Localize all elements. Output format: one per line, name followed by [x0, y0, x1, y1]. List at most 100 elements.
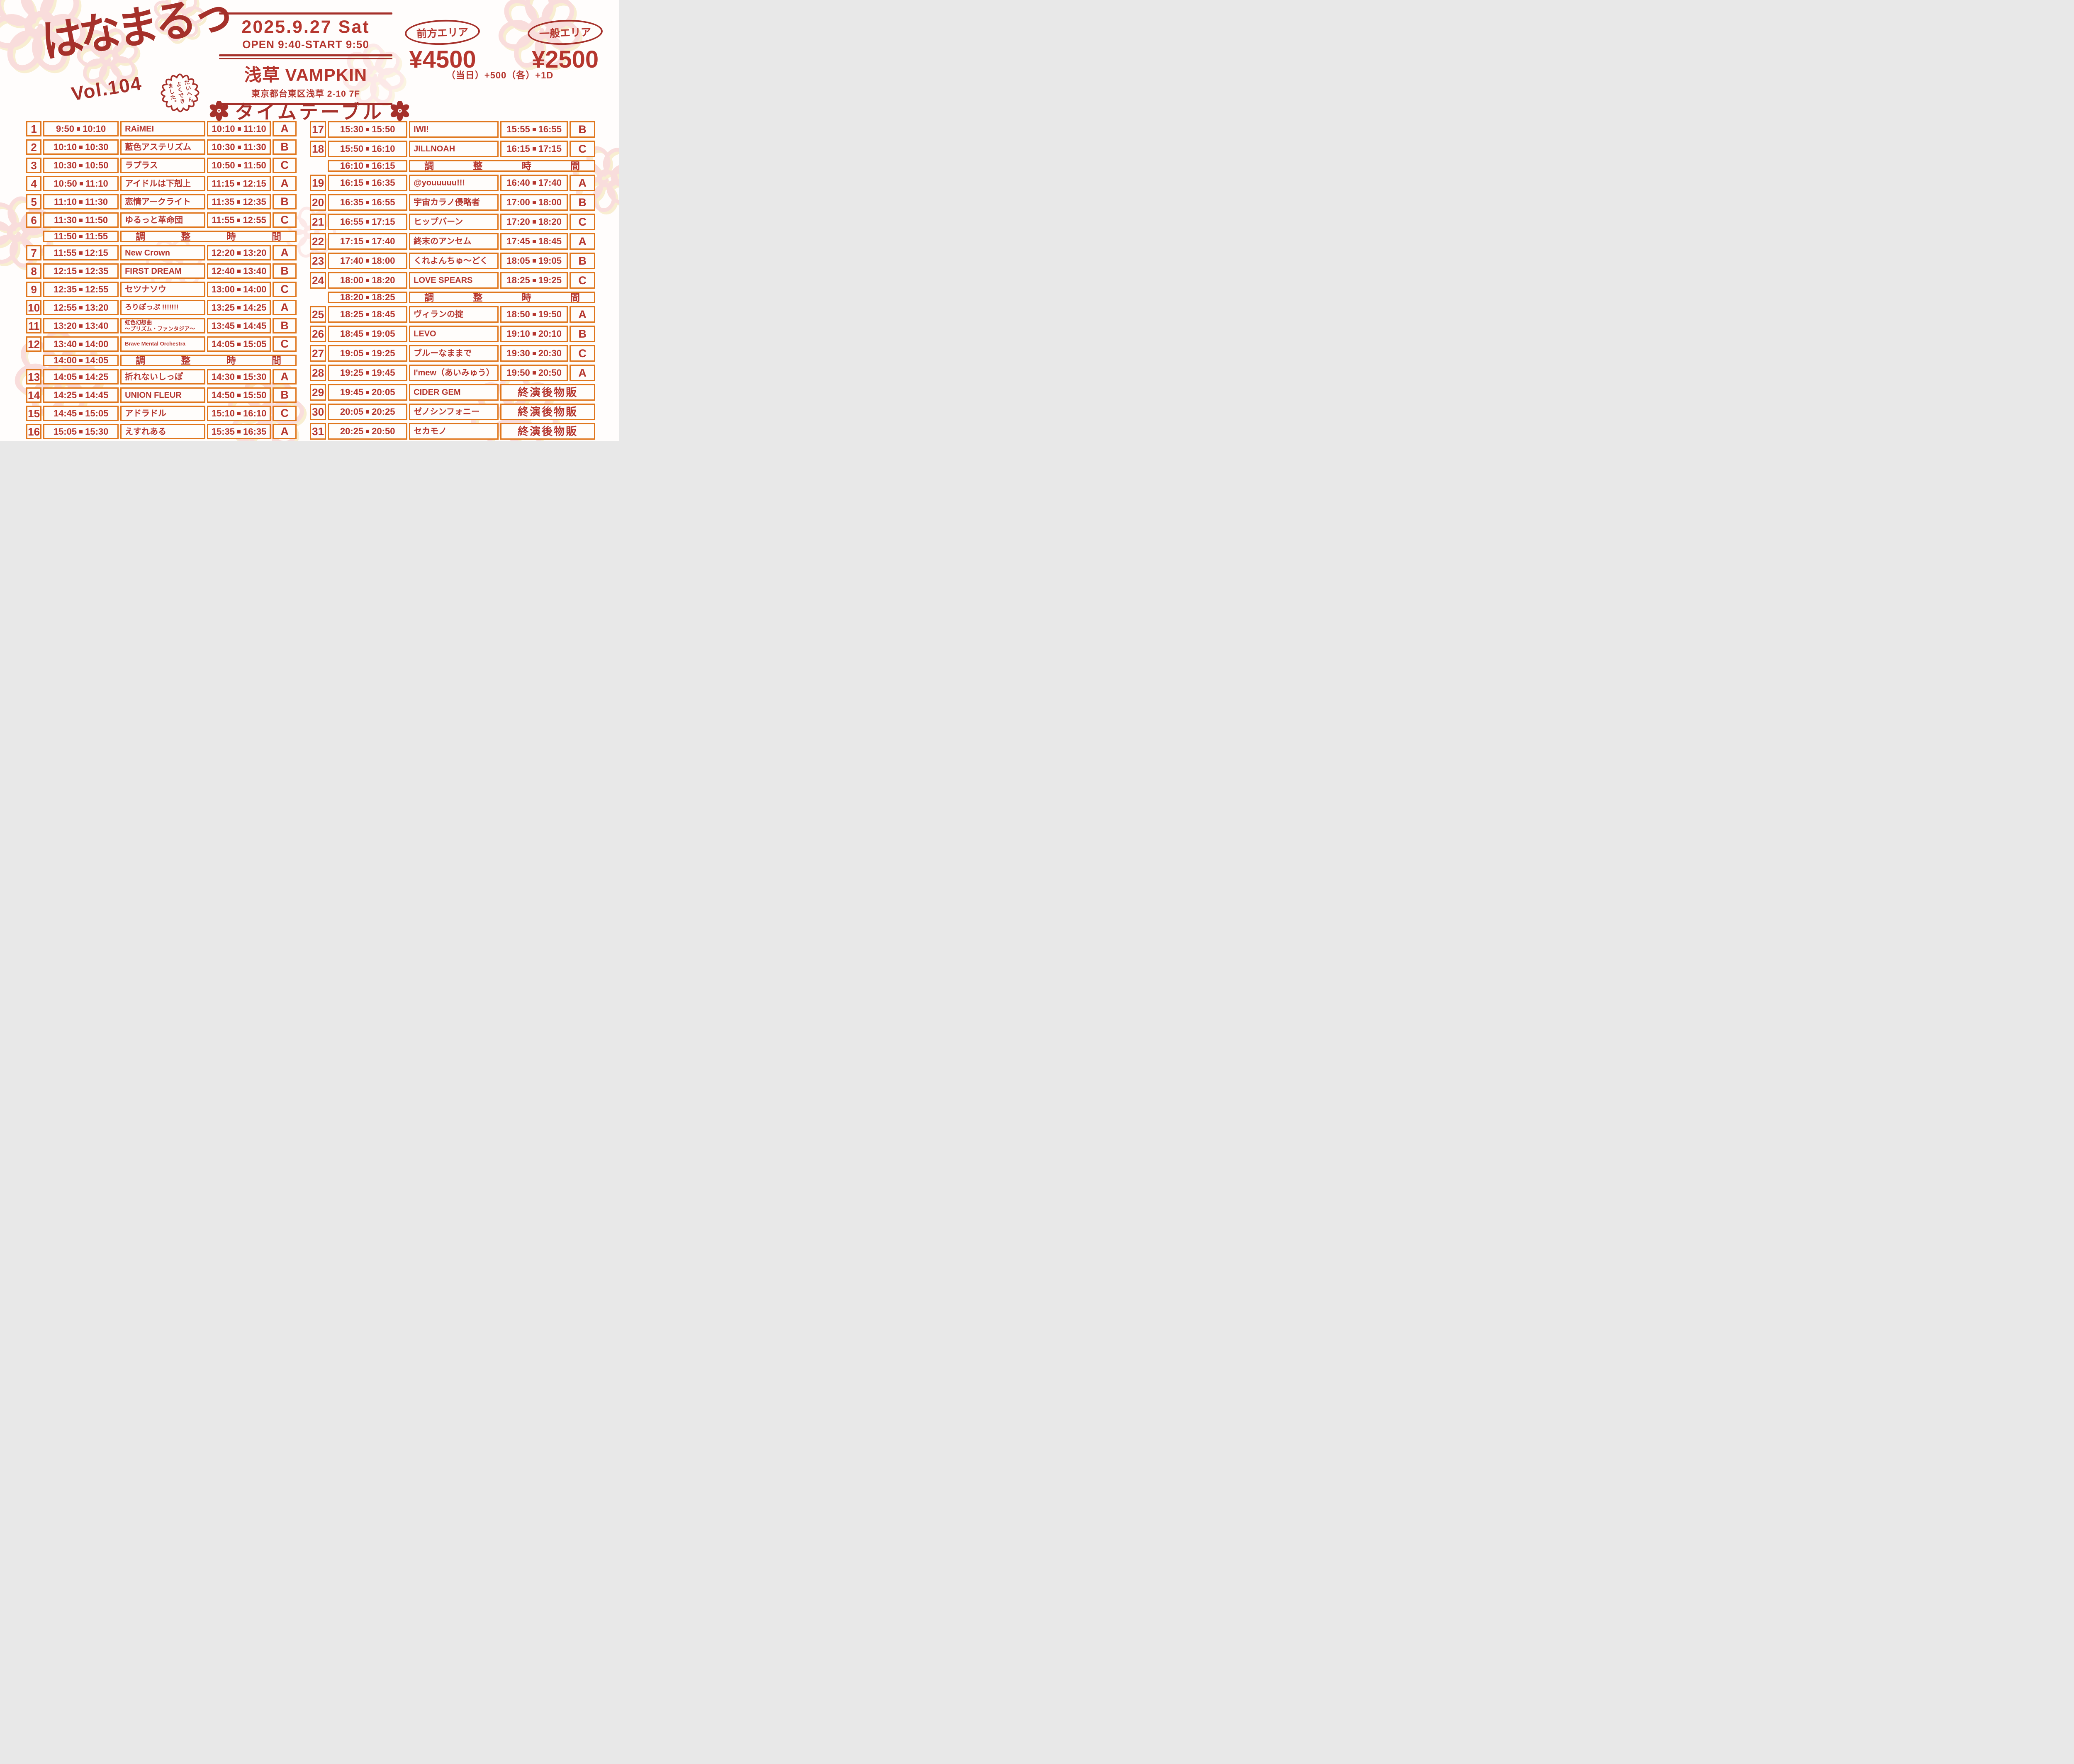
- area-badge: C: [570, 272, 595, 289]
- time-separator: [237, 287, 241, 291]
- timetable-row: 6 11:30 11:50 ゆるっと革命団 11:55 12:55 C: [26, 212, 297, 228]
- artist-name: Brave Mental Orchestra: [120, 336, 205, 352]
- venue-address: 東京都台東区浅草 2-10 7F: [251, 89, 360, 99]
- time-separator: [79, 163, 83, 167]
- divider: [219, 54, 392, 56]
- act-number: 24: [310, 272, 326, 289]
- performance-time: 10:10 10:30: [43, 139, 119, 155]
- act-number: 9: [26, 282, 42, 297]
- timetable-row: 4 10:50 11:10 アイドルは下剋上 11:15 12:15 A: [26, 176, 297, 191]
- artist-name: ラプラス: [120, 158, 205, 173]
- timetable-row: 31 20:25 20:50 セカモノ 終演後物販: [310, 423, 595, 440]
- timetable-row: 17 15:30 15:50 IWI! 15:55 16:55 B: [310, 121, 595, 138]
- artist-name: 終末のアンセム: [409, 233, 499, 250]
- performance-time: 13:20 13:40: [43, 318, 119, 333]
- act-number: 6: [26, 212, 42, 228]
- time-separator: [79, 306, 83, 309]
- time-separator: [79, 218, 83, 222]
- time-separator: [237, 163, 241, 167]
- time-separator: [366, 391, 370, 394]
- time-separator: [532, 181, 536, 185]
- act-number: 13: [26, 369, 42, 384]
- artist-name: ろりぽっぷ !!!!!!!: [120, 300, 205, 315]
- performance-time: 17:40 18:00: [328, 253, 408, 269]
- tokuten-time: 15:10 16:10: [207, 406, 271, 421]
- time-separator: [532, 352, 536, 355]
- tokuten-time: 16:15 17:15: [500, 141, 568, 157]
- front-area-price: ¥4500: [409, 46, 476, 73]
- act-number: 19: [310, 175, 326, 191]
- time-separator: [366, 220, 370, 224]
- tokuten-time: 10:50 11:50: [207, 158, 271, 173]
- adjustment-label: 調整時間: [120, 355, 297, 366]
- act-number: 21: [310, 214, 326, 230]
- act-number: 11: [26, 318, 42, 333]
- tokuten-time: 18:50 19:50: [500, 306, 568, 323]
- tokuten-time: 19:10 20:10: [500, 326, 568, 342]
- artist-name: FIRST DREAM: [120, 263, 205, 279]
- time-separator: [79, 235, 83, 238]
- performance-time: 10:30 10:50: [43, 158, 119, 173]
- tokuten-time: 14:05 15:05: [207, 336, 271, 352]
- time-separator: [76, 127, 80, 131]
- artist-name: アイドルは下剋上: [120, 176, 205, 191]
- area-badge: C: [273, 406, 297, 421]
- tokuten-time: 10:30 11:30: [207, 139, 271, 155]
- timetable-row: 28 19:25 19:45 I'mew（あいみゅう） 19:50 20:50 A: [310, 365, 595, 381]
- artist-name: New Crown: [120, 245, 205, 260]
- timetable-row: 23 17:40 18:00 くれよんちゅ〜どく 18:05 19:05 B: [310, 253, 595, 269]
- timetable-right: 17 15:30 15:50 IWI! 15:55 16:55 B 18 15:50 16:10 J…: [310, 121, 595, 440]
- timetable-row: 8 12:15 12:35 FIRST DREAM 12:40 13:40 B: [26, 263, 297, 279]
- area-badge: B: [570, 253, 595, 269]
- timetable-row: 20 16:35 16:55 宇宙カラノ侵略者 17:00 18:00 B: [310, 194, 595, 211]
- timetable-row: 14 14:25 14:45 UNION FLEUR 14:50 15:50 B: [26, 387, 297, 403]
- timetable-row: 13 14:05 14:25 折れないしっぽ 14:30 15:30 A: [26, 369, 297, 384]
- artist-name: ゼノシンフォニー: [409, 404, 499, 420]
- timetable-title-row: タイムテーブル: [0, 97, 619, 124]
- hanamaru-stamp-badge: たいへん よくでき ました。: [153, 66, 208, 121]
- time-separator: [79, 287, 83, 291]
- tokuten-time: 10:10 11:10: [207, 121, 271, 136]
- artist-name: I'mew（あいみゅう）: [409, 365, 499, 381]
- time-separator: [79, 393, 83, 397]
- time-separator: [366, 240, 370, 243]
- act-number: 3: [26, 158, 42, 173]
- adjustment-row: 11:50 11:55 調整時間: [26, 231, 297, 242]
- area-badge: B: [273, 387, 297, 403]
- performance-time: 15:05 15:30: [43, 424, 119, 439]
- performance-time: 12:15 12:35: [43, 263, 119, 279]
- performance-time: 20:25 20:50: [328, 423, 408, 440]
- time-separator: [532, 128, 536, 131]
- area-badge: A: [570, 233, 595, 250]
- performance-time: 14:25 14:45: [43, 387, 119, 403]
- venue-name: 浅草 VAMPKIN: [244, 65, 368, 85]
- stamp-flower-icon: [161, 73, 200, 112]
- performance-time: 18:00 18:20: [328, 272, 408, 289]
- performance-time: 18:25 18:45: [328, 306, 408, 323]
- act-number: 4: [26, 176, 42, 191]
- performance-time: 15:30 15:50: [328, 121, 408, 138]
- time-separator: [237, 411, 241, 415]
- time-separator: [366, 201, 370, 204]
- tokuten-time: 14:50 15:50: [207, 387, 271, 403]
- time-separator: [532, 332, 536, 336]
- artist-name: ヴィランの掟: [409, 306, 499, 323]
- time-separator: [532, 240, 536, 243]
- artist-name: IWI!: [409, 121, 499, 138]
- artist-name: ゆるっと革命団: [120, 212, 205, 228]
- act-number: 30: [310, 404, 326, 420]
- performance-time: 18:45 19:05: [328, 326, 408, 342]
- tokuten-time: 13:25 14:25: [207, 300, 271, 315]
- artist-name: アドラドル: [120, 406, 205, 421]
- artist-name: 虹色幻想曲 〜プリズム・ファンタジア〜: [120, 318, 205, 333]
- performance-time: 11:10 11:30: [43, 194, 119, 209]
- timetable-left: 1 9:50 10:10 RAiMEI 10:10 11:10 A 2 10:10 10:30 藍色…: [26, 121, 297, 439]
- time-separator: [79, 342, 83, 346]
- timetable-row: 1 9:50 10:10 RAiMEI 10:10 11:10 A: [26, 121, 297, 136]
- performance-time: 12:55 13:20: [43, 300, 119, 315]
- time-separator: [366, 313, 370, 316]
- area-badge: A: [273, 176, 297, 191]
- time-separator: [237, 430, 241, 433]
- performance-time: 10:50 11:10: [43, 176, 119, 191]
- time-separator: [237, 182, 241, 185]
